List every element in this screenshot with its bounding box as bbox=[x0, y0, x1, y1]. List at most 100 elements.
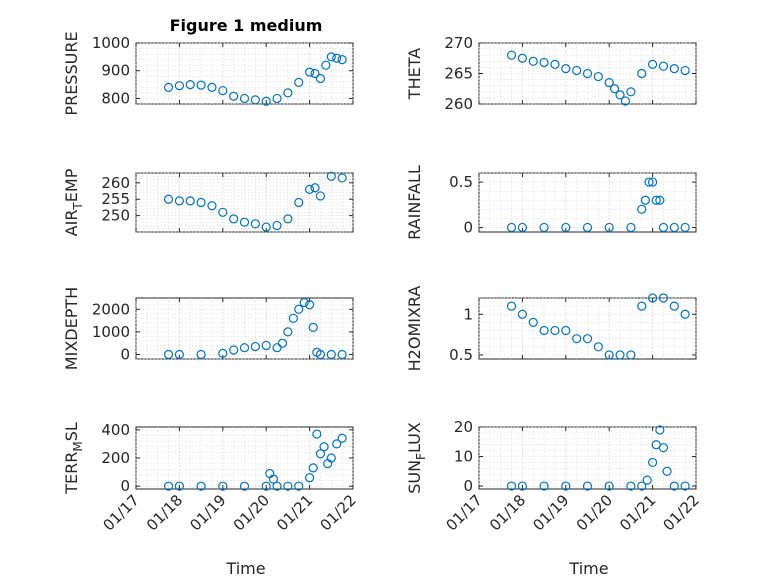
data-point bbox=[196, 80, 206, 90]
data-point bbox=[561, 325, 571, 336]
data-point bbox=[662, 466, 672, 476]
data-point bbox=[615, 350, 625, 360]
y-axis-label-subscript: T bbox=[71, 202, 85, 211]
data-point bbox=[604, 350, 614, 360]
data-point bbox=[305, 300, 315, 310]
data-point bbox=[680, 481, 690, 491]
y-tick-label: 0.5 bbox=[449, 173, 473, 191]
data-point bbox=[615, 90, 625, 100]
data-point bbox=[250, 95, 260, 105]
y-axis-label-part: PRESSURE bbox=[62, 31, 81, 115]
data-point bbox=[294, 197, 304, 208]
data-point bbox=[647, 177, 658, 187]
data-point bbox=[669, 481, 679, 491]
data-point bbox=[261, 340, 271, 351]
x-axis-label-left: Time bbox=[225, 559, 265, 578]
data-point bbox=[517, 222, 528, 233]
y-axis-label-part: TERR bbox=[62, 452, 81, 495]
data-point bbox=[582, 222, 593, 233]
data-point bbox=[218, 86, 228, 96]
data-point bbox=[680, 309, 690, 319]
data-point bbox=[196, 481, 206, 491]
data-point bbox=[561, 481, 571, 491]
data-point bbox=[174, 81, 184, 91]
data-point bbox=[185, 79, 195, 90]
x-tick-label: 01/20 bbox=[573, 491, 616, 534]
data-point bbox=[593, 71, 603, 82]
y-tick-label: 0 bbox=[120, 477, 130, 495]
y-axis-label: THETA bbox=[405, 48, 424, 100]
data-point bbox=[610, 84, 620, 94]
data-point bbox=[658, 443, 669, 453]
y-axis-label: RAINFALL bbox=[405, 165, 424, 240]
data-point bbox=[506, 222, 517, 233]
data-point bbox=[250, 219, 260, 229]
data-point bbox=[647, 59, 658, 69]
y-axis-label-part: THETA bbox=[405, 48, 424, 100]
y-axis-label: SUNFLUX bbox=[405, 422, 428, 494]
y-axis-label-part: SL bbox=[62, 422, 81, 441]
data-point bbox=[517, 309, 528, 319]
data-point bbox=[207, 201, 217, 211]
data-point bbox=[294, 481, 304, 491]
data-point bbox=[637, 301, 647, 311]
data-point bbox=[272, 220, 282, 231]
data-point bbox=[626, 87, 636, 97]
data-point bbox=[637, 68, 647, 79]
data-point bbox=[261, 481, 271, 491]
data-point bbox=[640, 195, 650, 205]
data-point bbox=[669, 222, 679, 233]
subplot-4: 0 0.5 RAINFALL bbox=[405, 165, 697, 240]
data-point bbox=[655, 195, 665, 205]
data-point bbox=[658, 293, 669, 303]
y-tick-label: 0 bbox=[463, 218, 473, 236]
data-point bbox=[506, 50, 517, 60]
data-point bbox=[250, 341, 260, 352]
y-tick-label: 255 bbox=[101, 190, 130, 208]
data-point bbox=[337, 349, 347, 360]
x-tick-label: 01/22 bbox=[317, 491, 360, 534]
data-point bbox=[229, 345, 239, 355]
data-point bbox=[517, 481, 528, 491]
data-point bbox=[337, 55, 347, 65]
data-point bbox=[680, 222, 690, 233]
data-point bbox=[185, 196, 195, 206]
data-point bbox=[319, 442, 329, 452]
data-point bbox=[305, 67, 315, 77]
data-point bbox=[305, 184, 315, 194]
data-point bbox=[680, 65, 690, 76]
data-point bbox=[561, 222, 571, 233]
data-point bbox=[163, 349, 174, 360]
data-point bbox=[332, 53, 342, 63]
data-point bbox=[620, 96, 631, 106]
data-point bbox=[517, 53, 528, 63]
x-tick-label: 01/17 bbox=[100, 491, 143, 534]
data-point bbox=[174, 349, 184, 360]
figure-title: Figure 1 medium bbox=[170, 16, 323, 35]
data-point bbox=[305, 473, 315, 483]
data-point bbox=[550, 325, 560, 336]
subplot-7: 0 200 400 01/17 01/18 01/19 01/20 01/21 01/22 TER… bbox=[62, 421, 360, 535]
plot-area bbox=[135, 42, 354, 105]
y-tick-label: 1000 bbox=[92, 323, 130, 341]
data-point bbox=[626, 350, 636, 360]
data-point bbox=[582, 334, 593, 344]
x-tick-label: 01/19 bbox=[186, 491, 229, 534]
y-tick-label: 400 bbox=[101, 421, 130, 439]
subplot-8: 0 10 20 01/17 01/18 01/19 01/20 01/21 01/22 SUNFL… bbox=[405, 418, 703, 534]
data-point bbox=[528, 56, 538, 66]
data-point bbox=[310, 68, 320, 79]
y-tick-label: 20 bbox=[454, 418, 473, 436]
data-point bbox=[315, 449, 326, 459]
data-point bbox=[326, 349, 336, 360]
data-point bbox=[283, 481, 293, 491]
data-point bbox=[288, 313, 298, 323]
data-point bbox=[637, 481, 647, 491]
data-point bbox=[528, 317, 538, 327]
data-point bbox=[261, 96, 271, 106]
y-tick-label: 1 bbox=[463, 305, 473, 323]
data-point bbox=[642, 475, 652, 485]
data-point bbox=[299, 297, 309, 308]
data-point bbox=[174, 196, 184, 206]
